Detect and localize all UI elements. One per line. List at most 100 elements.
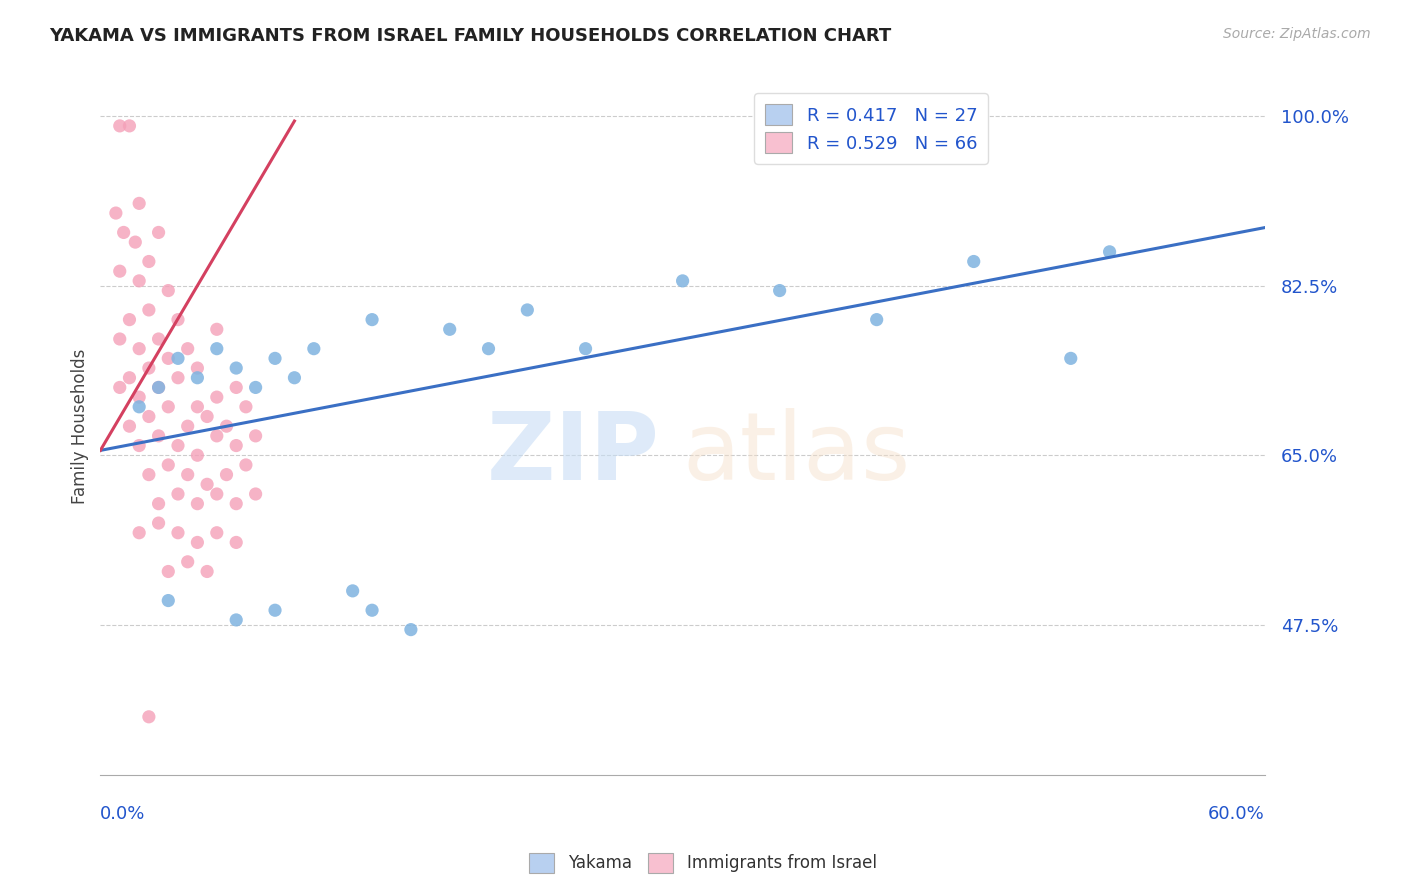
Point xyxy=(215,467,238,482)
Point xyxy=(186,535,208,549)
Point xyxy=(186,400,208,414)
Point xyxy=(148,516,170,530)
Point xyxy=(157,351,180,366)
Point xyxy=(866,312,889,326)
Text: 60.0%: 60.0% xyxy=(1208,805,1265,823)
Point xyxy=(128,196,150,211)
Point xyxy=(167,351,190,366)
Point xyxy=(195,565,218,579)
Point xyxy=(283,370,305,384)
Point xyxy=(138,467,160,482)
Point xyxy=(128,342,150,356)
Legend: R = 0.417   N = 27, R = 0.529   N = 66: R = 0.417 N = 27, R = 0.529 N = 66 xyxy=(754,94,988,164)
Text: ZIP: ZIP xyxy=(486,408,659,500)
Point xyxy=(138,361,160,376)
Point xyxy=(167,439,190,453)
Point xyxy=(138,302,160,317)
Point xyxy=(148,380,170,394)
Point xyxy=(108,332,131,346)
Point xyxy=(157,284,180,298)
Point xyxy=(176,467,198,482)
Point xyxy=(235,458,257,472)
Point xyxy=(108,380,131,394)
Point xyxy=(342,583,364,598)
Legend: Yakama, Immigrants from Israel: Yakama, Immigrants from Israel xyxy=(523,847,883,880)
Point xyxy=(225,439,247,453)
Point xyxy=(302,342,325,356)
Point xyxy=(477,342,499,356)
Point xyxy=(186,497,208,511)
Point xyxy=(108,264,131,278)
Point xyxy=(205,342,228,356)
Point xyxy=(157,593,180,607)
Point xyxy=(128,390,150,404)
Point xyxy=(225,535,247,549)
Point xyxy=(157,565,180,579)
Text: YAKAMA VS IMMIGRANTS FROM ISRAEL FAMILY HOUSEHOLDS CORRELATION CHART: YAKAMA VS IMMIGRANTS FROM ISRAEL FAMILY … xyxy=(49,27,891,45)
Point xyxy=(516,302,538,317)
Point xyxy=(195,409,218,424)
Point xyxy=(186,361,208,376)
Point xyxy=(157,400,180,414)
Text: atlas: atlas xyxy=(682,408,911,500)
Point xyxy=(148,429,170,443)
Point xyxy=(138,254,160,268)
Point xyxy=(225,497,247,511)
Point xyxy=(225,613,247,627)
Point xyxy=(118,419,141,434)
Point xyxy=(128,525,150,540)
Point xyxy=(205,390,228,404)
Point xyxy=(176,342,198,356)
Point xyxy=(128,400,150,414)
Point xyxy=(245,487,267,501)
Point xyxy=(574,342,596,356)
Point xyxy=(963,254,986,268)
Point xyxy=(138,710,160,724)
Point xyxy=(138,409,160,424)
Point xyxy=(769,284,792,298)
Point xyxy=(186,448,208,462)
Point xyxy=(167,525,190,540)
Point xyxy=(361,312,384,326)
Point xyxy=(245,429,267,443)
Point xyxy=(264,351,287,366)
Point xyxy=(128,274,150,288)
Point xyxy=(205,487,228,501)
Point xyxy=(118,312,141,326)
Point xyxy=(439,322,461,336)
Point xyxy=(1098,244,1121,259)
Y-axis label: Family Households: Family Households xyxy=(72,349,89,504)
Point xyxy=(167,312,190,326)
Point xyxy=(124,235,146,249)
Point xyxy=(104,206,127,220)
Point xyxy=(205,322,228,336)
Point xyxy=(112,226,135,240)
Point xyxy=(128,439,150,453)
Point xyxy=(215,419,238,434)
Point xyxy=(176,419,198,434)
Point xyxy=(235,400,257,414)
Point xyxy=(148,226,170,240)
Point xyxy=(186,370,208,384)
Point xyxy=(167,487,190,501)
Point xyxy=(148,332,170,346)
Point xyxy=(118,370,141,384)
Point xyxy=(264,603,287,617)
Text: 0.0%: 0.0% xyxy=(100,805,146,823)
Point xyxy=(195,477,218,491)
Point xyxy=(245,380,267,394)
Point xyxy=(225,361,247,376)
Point xyxy=(361,603,384,617)
Text: Source: ZipAtlas.com: Source: ZipAtlas.com xyxy=(1223,27,1371,41)
Point xyxy=(399,623,422,637)
Point xyxy=(157,458,180,472)
Point xyxy=(205,429,228,443)
Point xyxy=(167,370,190,384)
Point xyxy=(176,555,198,569)
Point xyxy=(108,119,131,133)
Point xyxy=(148,380,170,394)
Point xyxy=(671,274,693,288)
Point xyxy=(118,119,141,133)
Point xyxy=(225,380,247,394)
Point xyxy=(1060,351,1083,366)
